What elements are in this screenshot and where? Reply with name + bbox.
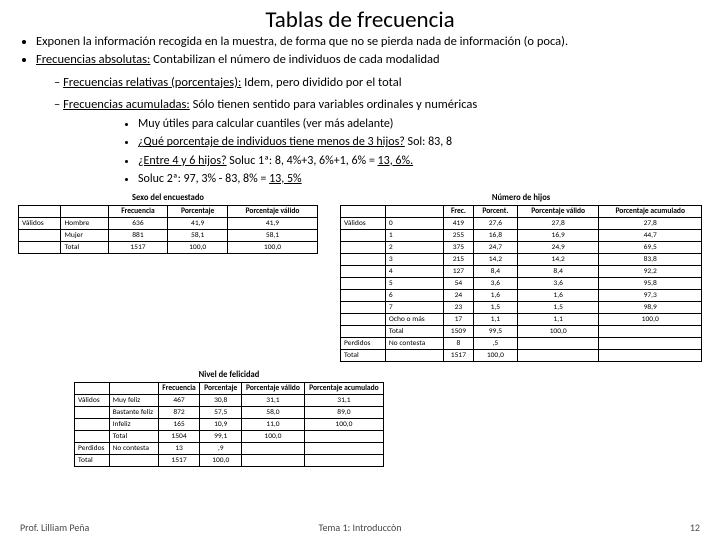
footer-right: 12 <box>690 521 700 534</box>
sub-3-r: 13, 6%. <box>378 154 414 168</box>
sub-2-q: ¿Qué porcentaje de individuos tiene meno… <box>138 135 405 149</box>
table-hijos-title: Número de hijos <box>340 193 702 203</box>
sub-2: ¿Qué porcentaje de individuos tiene meno… <box>138 134 706 150</box>
sub-1: Muy útiles para calcular cuantiles (ver … <box>138 116 706 132</box>
bullet-2-underline: Frecuencias absolutas: <box>36 52 150 67</box>
sub-2-a: Sol: 83, 8 <box>405 135 452 149</box>
dash-2-underline: Frecuencias acumuladas: <box>63 97 190 112</box>
table-sexo-block: Sexo del encuestado FrecuenciaPorcentaje… <box>18 193 318 362</box>
sub-3-a: Soluc 1ª: 8, 4%+3, 6%+1, 6% = <box>227 154 378 168</box>
table-sexo: FrecuenciaPorcentajePorcentaje válidoVál… <box>18 205 318 254</box>
sub-bullets: Muy útiles para calcular cuantiles (ver … <box>138 116 706 187</box>
dash-2: Frecuencias acumuladas: Sólo tienen sent… <box>54 97 706 187</box>
tables-row: Sexo del encuestado FrecuenciaPorcentaje… <box>14 193 706 362</box>
footer-left: Prof. Lilliam Peña <box>20 521 89 534</box>
table-felicidad: FrecuenciaPorcentajePorcentaje válidoPor… <box>74 382 384 467</box>
dash-1-underline: Frecuencias relativas (porcentajes): <box>63 75 241 90</box>
dash-2-rest: Sólo tienen sentido para variables ordin… <box>190 97 478 112</box>
table-hijos: Frec.Porcent.Porcentaje válidoPorcentaje… <box>340 205 702 362</box>
sub-3: ¿Entre 4 y 6 hijos? Soluc 1ª: 8, 4%+3, 6… <box>138 153 706 169</box>
dash-bullets: Frecuencias relativas (porcentajes): Ide… <box>54 75 706 188</box>
footer: Prof. Lilliam Peña Tema 1: Introduccòn 1… <box>0 521 720 534</box>
sub-4: Soluc 2ª: 97, 3% - 83, 8% = 13, 5% <box>138 171 706 187</box>
table-felicidad-block: Nivel de felicidad FrecuenciaPorcentajeP… <box>74 370 384 467</box>
table-felicidad-title: Nivel de felicidad <box>74 370 384 380</box>
sub-3-q: ¿Entre 4 y 6 hijos? <box>138 154 227 168</box>
top-bullets: Exponen la información recogida en la mu… <box>36 34 706 69</box>
table-hijos-block: Número de hijos Frec.Porcent.Porcentaje … <box>340 193 702 362</box>
footer-center: Tema 1: Introduccòn <box>318 521 401 534</box>
dash-1: Frecuencias relativas (porcentajes): Ide… <box>54 75 706 92</box>
sub-4-a: Soluc 2ª: 97, 3% - 83, 8% = <box>138 172 269 186</box>
bullet-1: Exponen la información recogida en la mu… <box>36 34 706 50</box>
sub-4-r: 13, 5% <box>269 172 302 186</box>
bullet-2-rest: Contabilizan el número de individuos de … <box>150 52 439 67</box>
slide-title: Tablas de frecuencia <box>14 6 706 34</box>
table-sexo-title: Sexo del encuestado <box>18 193 318 203</box>
bullet-2: Frecuencias absolutas: Contabilizan el n… <box>36 52 706 68</box>
dash-1-rest: Idem, pero dividido por el total <box>241 75 401 90</box>
